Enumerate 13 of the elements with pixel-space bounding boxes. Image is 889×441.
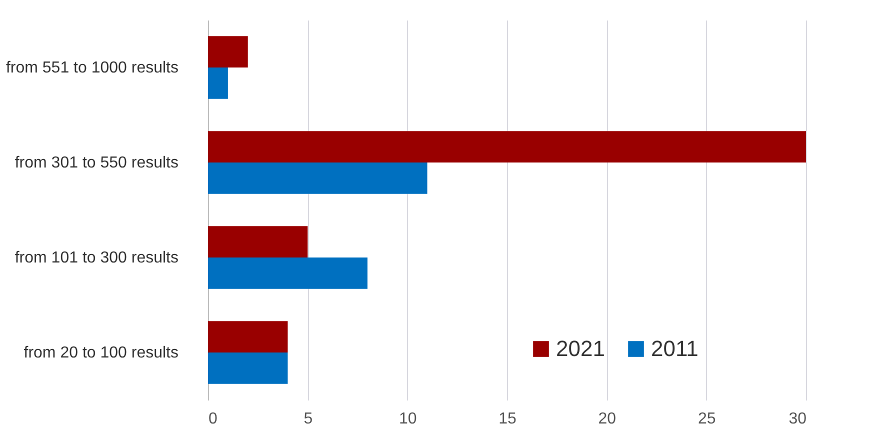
x-tick-label: 30 <box>788 410 807 428</box>
x-tick-label: 0 <box>208 410 218 428</box>
y-tick-label: from 301 to 550 results <box>14 154 178 172</box>
legend-label: 2021 <box>556 336 605 361</box>
x-tick-label: 15 <box>498 410 516 428</box>
x-tick-label: 20 <box>598 410 616 428</box>
x-tick-label: 10 <box>398 410 417 428</box>
y-tick-label: from 20 to 100 results <box>24 344 178 362</box>
x-tick-label: 5 <box>304 410 313 428</box>
y-tick-label: from 551 to 1000 results <box>6 60 178 76</box>
legend-label: 2011 <box>651 336 698 361</box>
y-tick-label: from 101 to 300 results <box>14 250 178 266</box>
x-tick-label: 25 <box>698 410 716 428</box>
